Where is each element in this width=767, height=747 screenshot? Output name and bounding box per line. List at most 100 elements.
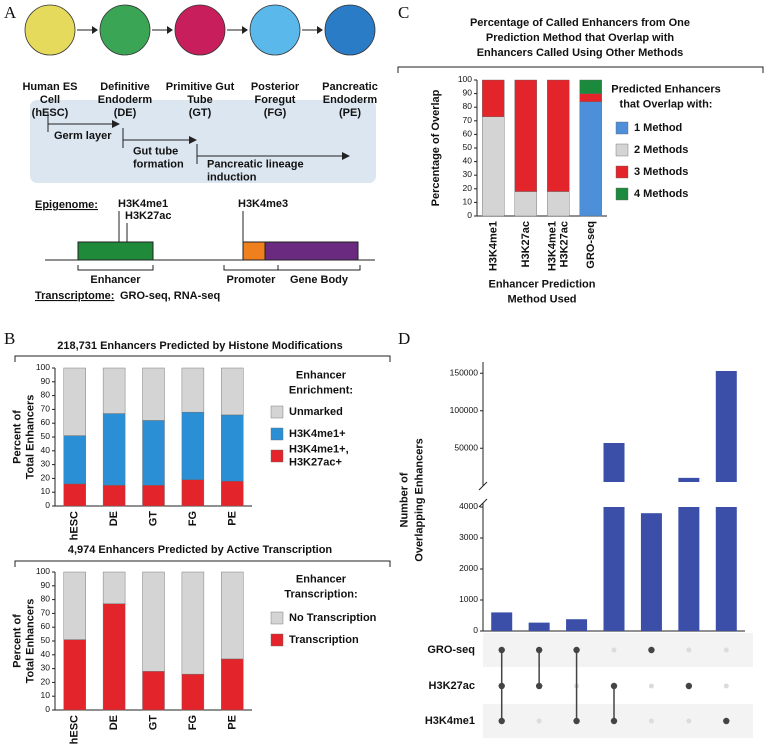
legend-title: Predicted Enhancers that Overlap with: bbox=[611, 83, 720, 110]
bar-segment bbox=[102, 571, 126, 604]
bar-segment bbox=[142, 367, 165, 421]
arrow-head bbox=[189, 136, 197, 144]
histone-mark: H3K27ac bbox=[125, 210, 171, 222]
bar-segment bbox=[102, 603, 126, 711]
region-bracket bbox=[223, 265, 279, 271]
matrix-dot bbox=[610, 717, 618, 725]
chart-title: 4,974 Enhancers Predicted by Active Tran… bbox=[68, 544, 333, 556]
phase-label: Pancreatic lineage induction bbox=[207, 158, 304, 183]
bar bbox=[715, 507, 737, 631]
axis-break bbox=[478, 481, 488, 491]
matrix-dot bbox=[723, 717, 730, 725]
y-tick-label: 20 bbox=[41, 473, 51, 483]
stage-label: Pancreatic Endoderm (PE) bbox=[322, 81, 378, 119]
bar-segment bbox=[181, 571, 205, 675]
matrix-dot-empty bbox=[648, 683, 654, 689]
y-tick-label: 2000 bbox=[459, 563, 478, 573]
enhancer-box bbox=[77, 241, 154, 261]
y-tick-label: 80 bbox=[41, 594, 51, 604]
matrix-dot bbox=[610, 682, 618, 690]
legend-title: Enhancer Enrichment: bbox=[289, 369, 353, 396]
x-tick-label: DE bbox=[108, 715, 120, 730]
bar-segment bbox=[579, 101, 602, 217]
y-tick-label: 50 bbox=[41, 635, 51, 645]
legend-label: 2 Methods bbox=[634, 144, 688, 156]
x-tick-label: FG bbox=[187, 715, 199, 730]
epigenome-label: Epigenome: bbox=[35, 199, 98, 211]
y-tick-label: 70 bbox=[41, 608, 51, 618]
bar-segment bbox=[63, 639, 86, 711]
matrix-row-shade bbox=[483, 704, 753, 738]
matrix-dot-empty bbox=[686, 718, 692, 724]
arrow-head bbox=[112, 120, 120, 128]
bar-segment bbox=[221, 480, 244, 507]
matrix-dot-empty bbox=[648, 718, 654, 724]
bar-segment bbox=[63, 435, 86, 485]
panel-letter: B bbox=[4, 329, 15, 348]
x-tick-label: PE bbox=[226, 715, 238, 730]
bar bbox=[640, 513, 662, 631]
legend-label: H3K4me1+ bbox=[289, 428, 346, 440]
axis-break bbox=[478, 498, 488, 508]
y-tick-label: 10 bbox=[41, 690, 51, 700]
region-label: Promoter bbox=[227, 274, 277, 286]
y-tick-label: 1000 bbox=[459, 594, 478, 604]
y-tick-label: 0 bbox=[45, 500, 50, 510]
chart-title: Percentage of Called Enhancers from One P… bbox=[470, 17, 690, 59]
x-tick-label: FG bbox=[187, 511, 199, 526]
stage-circle bbox=[249, 4, 301, 56]
region-bracket bbox=[77, 265, 154, 271]
y-tick-label: 70 bbox=[463, 115, 473, 125]
arrow-head bbox=[317, 26, 323, 34]
arrow-head bbox=[167, 26, 173, 34]
x-tick-label: GT bbox=[147, 715, 159, 731]
y-tick-label: 0 bbox=[473, 625, 478, 635]
x-tick-label: hESC bbox=[69, 511, 81, 540]
bar-segment bbox=[482, 79, 505, 117]
y-tick-label: 80 bbox=[41, 390, 51, 400]
matrix-dot-empty bbox=[723, 647, 729, 653]
stage-circle bbox=[99, 4, 151, 56]
set-label: GRO-seq bbox=[427, 644, 475, 656]
y-tick-label: 60 bbox=[463, 129, 473, 139]
bar-segment bbox=[221, 658, 244, 711]
bar-segment bbox=[482, 116, 505, 217]
x-tick-label: DE bbox=[108, 511, 120, 526]
legend-swatch bbox=[615, 187, 629, 201]
bar-segment bbox=[514, 191, 537, 217]
y-tick-label: 4000 bbox=[459, 501, 478, 511]
stage-label: Human ES Cell (hESC) bbox=[22, 81, 77, 119]
y-tick-label: 60 bbox=[41, 417, 51, 427]
matrix-row-shade bbox=[483, 633, 753, 667]
legend-swatch bbox=[270, 427, 284, 441]
bar bbox=[678, 507, 700, 631]
y-axis-label: Percent ofTotal Enhancers bbox=[11, 395, 36, 480]
legend-swatch bbox=[615, 165, 629, 179]
bar bbox=[715, 371, 737, 482]
matrix-dot bbox=[535, 682, 543, 690]
x-axis-label: Enhancer Prediction Method Used bbox=[489, 278, 596, 305]
legend-swatch bbox=[615, 143, 629, 157]
y-tick-label: 90 bbox=[41, 580, 51, 590]
bar-segment bbox=[63, 571, 86, 640]
matrix-dot bbox=[573, 717, 580, 725]
stage-label: Primitive Gut Tube (GT) bbox=[166, 81, 235, 119]
stage-circle bbox=[324, 4, 376, 56]
phase-label: Germ layer bbox=[54, 130, 112, 142]
legend-label: 1 Method bbox=[634, 122, 682, 134]
matrix-dot-empty bbox=[686, 647, 692, 653]
legend-title: Enhancer Transcription: bbox=[284, 573, 357, 600]
phase-label: Gut tube formation bbox=[133, 145, 184, 170]
transcriptome-value: GRO-seq, RNA-seq bbox=[120, 290, 220, 302]
y-tick-label: 3000 bbox=[459, 532, 478, 542]
stage-circle bbox=[174, 4, 226, 56]
bar bbox=[603, 507, 625, 631]
legend-swatch bbox=[270, 633, 284, 647]
y-tick-label: 30 bbox=[41, 663, 51, 673]
matrix-dot bbox=[535, 646, 543, 654]
legend-label: Transcription bbox=[289, 634, 359, 646]
y-tick-label: 20 bbox=[41, 677, 51, 687]
panel-letter: A bbox=[4, 3, 17, 22]
x-tick-label: GT bbox=[147, 511, 159, 527]
matrix-dot bbox=[498, 646, 505, 654]
